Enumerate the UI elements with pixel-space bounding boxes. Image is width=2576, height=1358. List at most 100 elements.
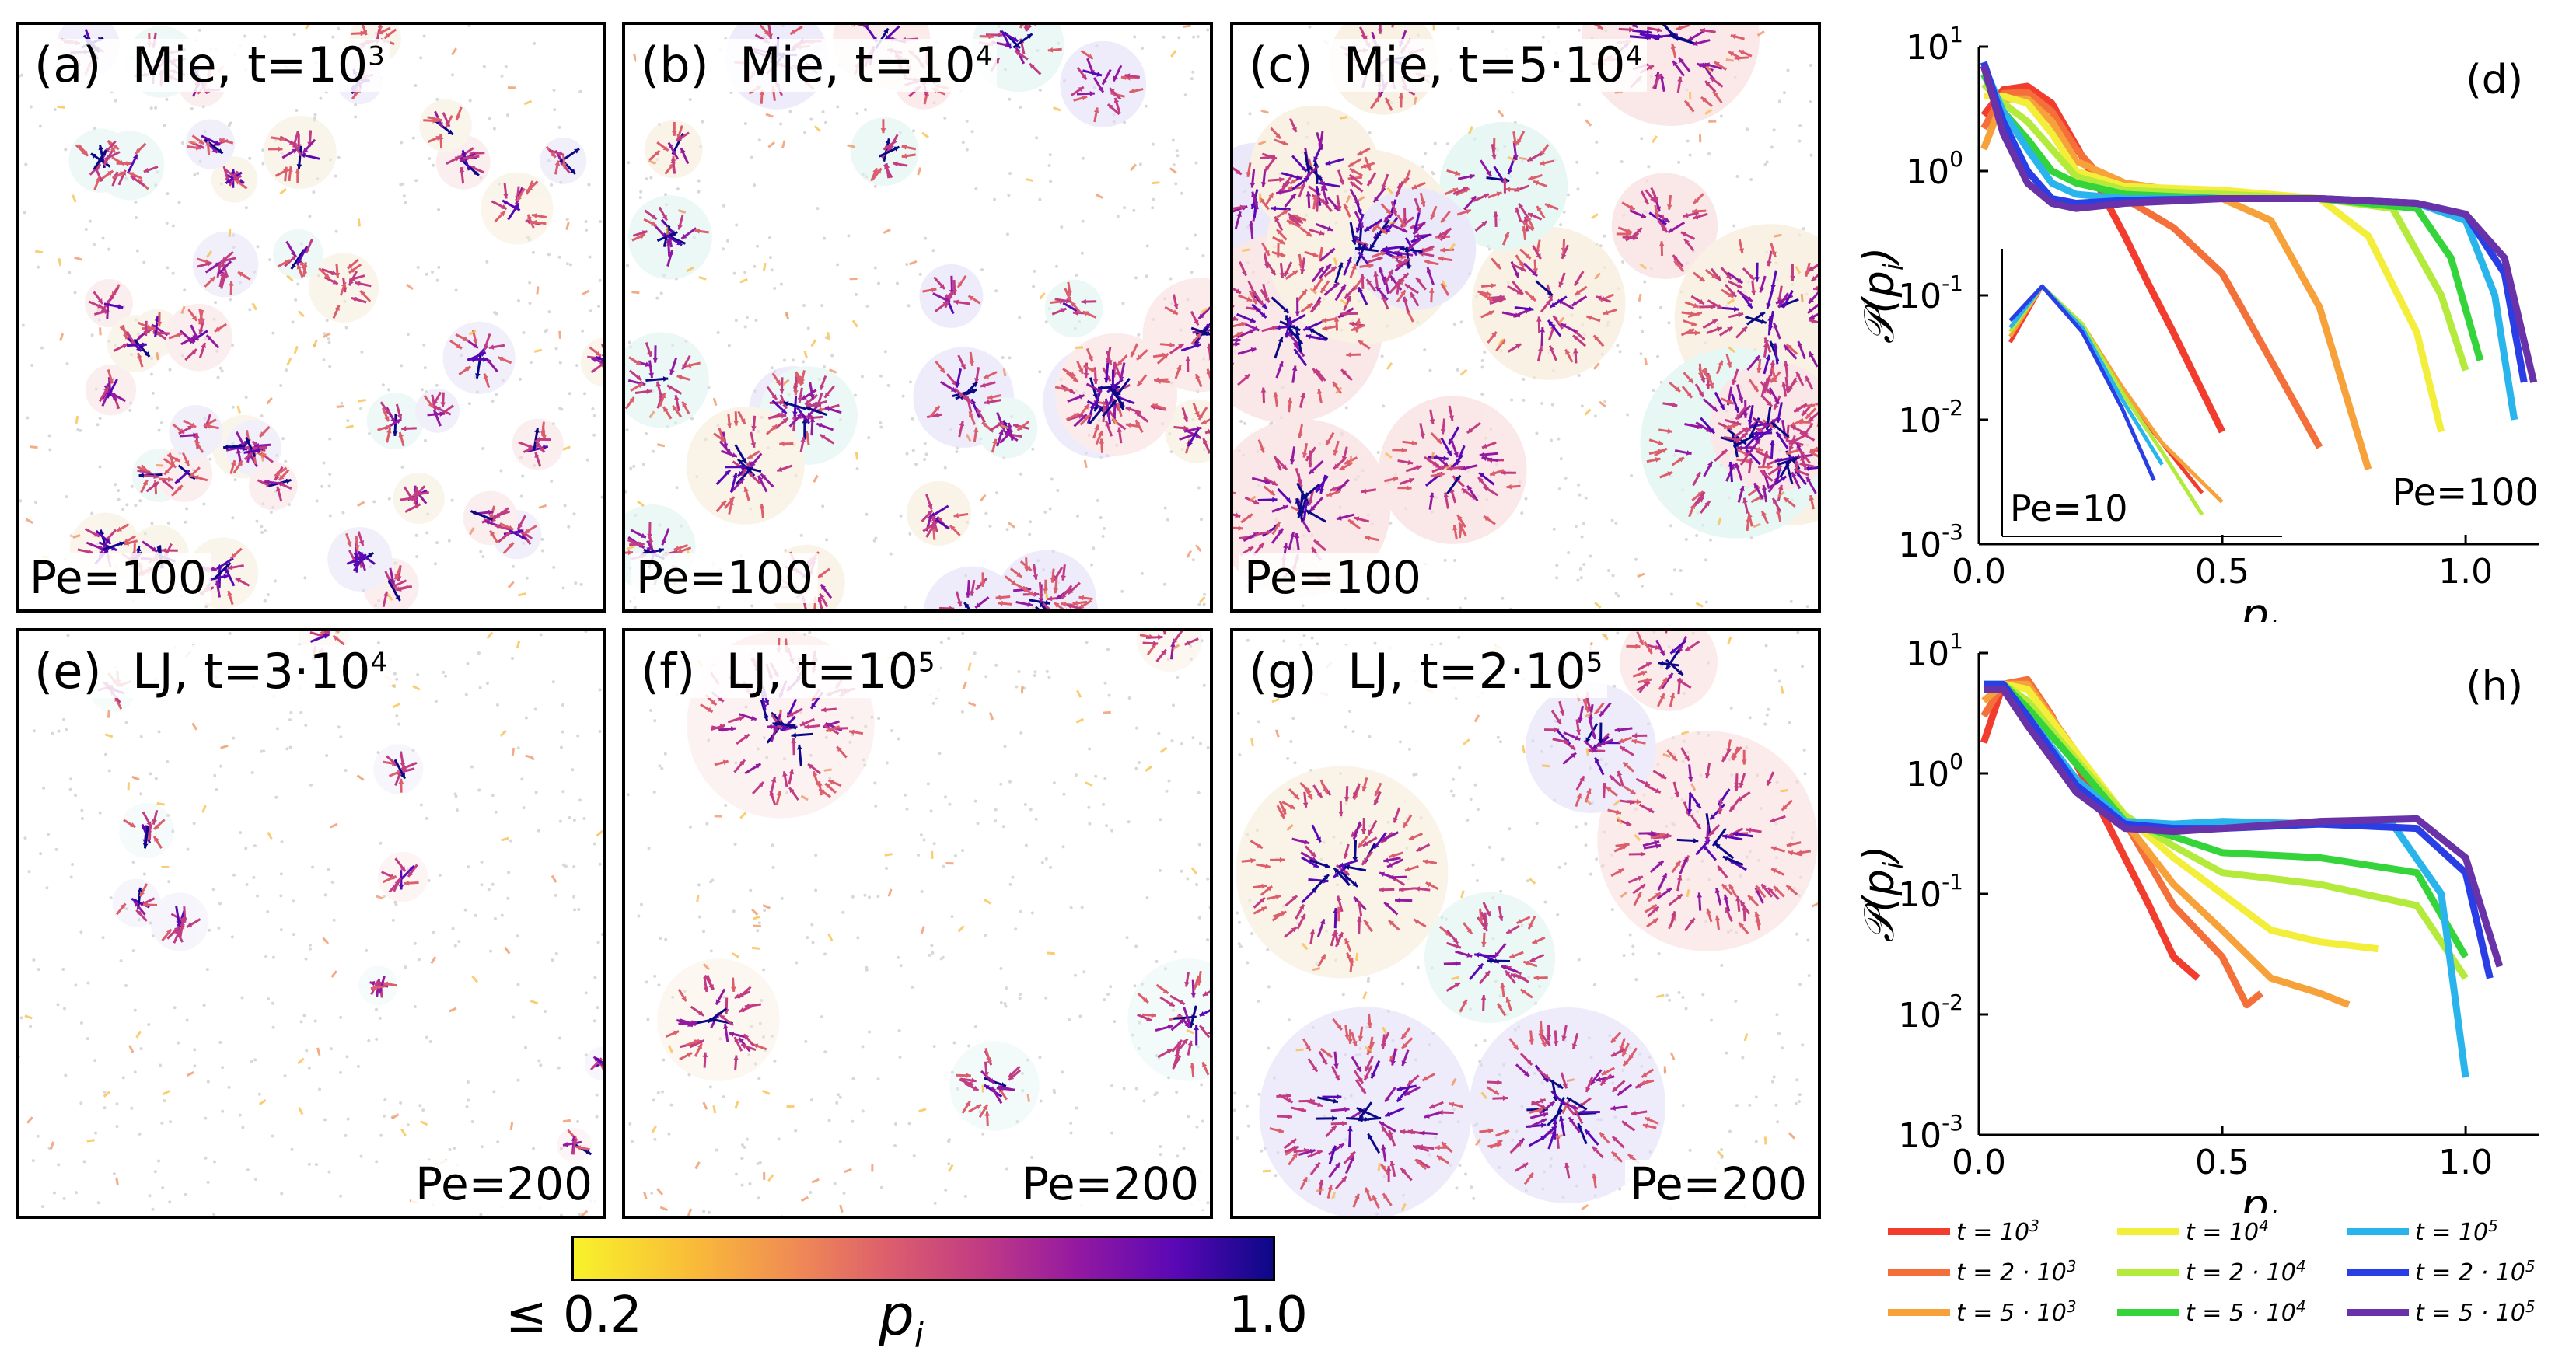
panel-label-c: (c) Mie, t=5·104 [1244, 38, 1648, 93]
legend-label: t = 5 · 103 [1956, 1297, 2077, 1327]
legend-item: t = 105 [2347, 1217, 2498, 1246]
y-axis-label: 𝒫(pi) [1854, 846, 1910, 943]
series-line [1980, 65, 2538, 383]
background-particles [626, 631, 1210, 1216]
legend-label: t = 103 [1956, 1217, 2039, 1246]
panel-c: (c) Mie, t=5·104 Pe=100 [1230, 22, 1821, 613]
particle-field-e [19, 631, 603, 1216]
colorbar-min-label: ≤ 0.2 [505, 1286, 642, 1344]
legend-item: t = 5 · 104 [2117, 1297, 2306, 1327]
panel-label: (d) [2466, 57, 2523, 103]
legend-item: t = 104 [2117, 1217, 2269, 1246]
particle-field-c [1233, 25, 1818, 609]
panel-label-g: (g) LJ, t=2·105 [1244, 644, 1608, 699]
legend-label: t = 104 [2186, 1217, 2269, 1246]
pe-label-f: Pe=200 [1017, 1159, 1204, 1210]
x-tick-label: 1.0 [2438, 552, 2493, 592]
pe-label-g: Pe=200 [1625, 1159, 1812, 1210]
legend-swatch [2347, 1308, 2409, 1316]
particle-arrows [643, 631, 1210, 1216]
background-particles [19, 631, 603, 1216]
legend-swatch [2117, 1308, 2179, 1316]
particle-field-g [1233, 631, 1818, 1216]
legend-item: t = 2 · 103 [1888, 1257, 2077, 1286]
x-tick-label: 0.5 [2195, 1143, 2249, 1182]
legend-swatch [2117, 1268, 2179, 1276]
background-particles [19, 25, 603, 609]
x-tick-label: 0.0 [1952, 1143, 2006, 1182]
cluster-halos [657, 631, 1210, 1131]
panel-a: (a) Mie, t=103 Pe=100 [16, 22, 606, 613]
legend-swatch [1888, 1308, 1950, 1316]
legend-item: t = 5 · 105 [2347, 1297, 2536, 1327]
panel-f: (f) LJ, t=105 Pe=200 [622, 628, 1213, 1219]
y-tick-label: 100 [1906, 749, 1963, 794]
y-axis-label: 𝒫(pi) [1854, 247, 1910, 344]
pe-label-b: Pe=100 [631, 553, 818, 603]
colorbar-max-label: 1.0 [1229, 1286, 1308, 1344]
legend-swatch [2117, 1227, 2179, 1235]
x-tick-label: 0.5 [2195, 552, 2249, 592]
y-tick-label: 100 [1906, 146, 1963, 192]
legend-label: t = 105 [2415, 1217, 2498, 1246]
legend-label: t = 5 · 105 [2415, 1297, 2536, 1327]
x-tick-label: 0.0 [1952, 552, 2006, 592]
legend: t = 103 t = 2 · 103 t = 5 · 103 t = 104 t = … [1888, 1217, 2572, 1349]
y-tick-label: 101 [1906, 22, 1963, 68]
panel-label-f: (f) LJ, t=105 [636, 644, 940, 699]
y-tick-label: 10-2 [1898, 990, 1963, 1035]
inset-series-line [2008, 284, 2164, 466]
x-axis-label: pi [2240, 1181, 2277, 1213]
inset-series-line [2008, 284, 2204, 516]
legend-item: t = 2 · 105 [2347, 1257, 2536, 1286]
legend-item: t = 103 [1888, 1217, 2039, 1246]
x-axis-label: pi [2240, 590, 2277, 622]
pe-label-e: Pe=200 [411, 1159, 597, 1210]
pe-label-c: Pe=100 [1239, 553, 1426, 603]
legend-swatch [2347, 1268, 2409, 1276]
y-tick-label: 10-2 [1898, 395, 1963, 441]
legend-label: t = 2 · 103 [1956, 1257, 2077, 1286]
colorbar-var-label: pi [879, 1283, 924, 1356]
panel-g: (g) LJ, t=2·105 Pe=200 [1230, 628, 1821, 1219]
series-line [1980, 676, 2263, 1009]
panel-e: (e) LJ, t=3·104 Pe=200 [16, 628, 606, 1219]
particle-arrows [1241, 631, 1818, 1212]
particle-field-b [625, 25, 1210, 609]
legend-swatch [1888, 1268, 1950, 1276]
inset-series-line [2008, 284, 2204, 494]
series-line [1983, 680, 2379, 953]
legend-label: t = 2 · 104 [2186, 1257, 2306, 1286]
y-tick-label: 10-1 [1898, 271, 1963, 316]
x-tick-label: 1.0 [2438, 1143, 2493, 1182]
particle-arrows [1233, 25, 1818, 609]
annotation-pe10: Pe=10 [2010, 487, 2127, 529]
panel-label-e: (e) LJ, t=3·104 [30, 644, 393, 699]
legend-swatch [2347, 1227, 2409, 1235]
panel-label: (h) [2466, 663, 2523, 710]
legend-item: t = 5 · 103 [1888, 1297, 2077, 1327]
particle-field-f [626, 631, 1210, 1216]
colorbar [571, 1236, 1275, 1281]
panel-b: (b) Mie, t=104 Pe=100 [622, 22, 1213, 613]
chart-d: 10110010-110-210-30.00.51.0pi𝒫(pi)(d)Pe=… [1854, 22, 2539, 622]
series-line [1980, 72, 2484, 361]
cluster-halos [89, 631, 603, 1163]
panel-label-b: (b) Mie, t=104 [636, 38, 998, 93]
cluster-halos [56, 25, 603, 609]
annotation-pe100: Pe=100 [2392, 471, 2539, 515]
pe-label-a: Pe=100 [25, 553, 211, 603]
legend-label: t = 2 · 105 [2415, 1257, 2536, 1286]
legend-label: t = 5 · 104 [2186, 1297, 2306, 1327]
inset-series-line [2008, 284, 2156, 482]
series-line [1984, 93, 2445, 433]
series-line [1981, 81, 2469, 372]
legend-swatch [1888, 1227, 1950, 1235]
y-tick-label: 101 [1906, 628, 1963, 674]
particle-arrows [19, 631, 603, 1216]
legend-item: t = 2 · 104 [2117, 1257, 2306, 1286]
series-line [1984, 686, 2504, 968]
